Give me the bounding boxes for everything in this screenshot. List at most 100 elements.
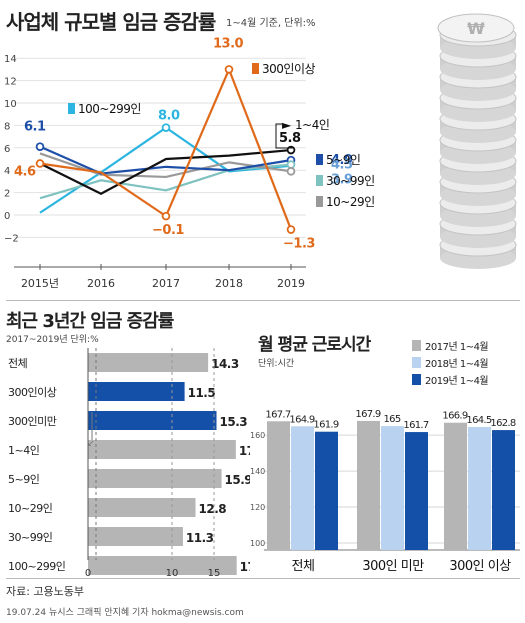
legend-swatch [316, 154, 323, 165]
value-label: 5.8 [279, 131, 301, 146]
source-note: 자료: 고용노동부 [6, 585, 85, 598]
point-marker [161, 211, 171, 221]
series-line-5 [39, 152, 292, 179]
bar-chart-subtitle: 2017~2019년 단위:% [6, 335, 99, 345]
won-symbol-icon: ₩ [467, 19, 485, 38]
series-line-2 [39, 148, 292, 195]
bar-chart-title: 최근 3년간 임금 증감률 [6, 311, 174, 332]
column-value-label: 164.9 [289, 414, 314, 425]
bar-category-label: 100~299인 [8, 560, 65, 573]
wage-change-line-chart: 14 12 10 8 6 4 2 0 −2 2015년 2016 2017 2018 2019 4.6 −0.… [4, 36, 375, 290]
point-marker [286, 160, 296, 169]
bar-x-tick-label: 15 [208, 568, 221, 579]
bar-category-label: 1~4인 [8, 444, 39, 457]
legend-swatch [68, 103, 75, 114]
x-tick-label: 2017 [152, 277, 180, 290]
bar-value-label: 15.3 [220, 415, 248, 429]
bar-category-label: 5~9인 [8, 473, 39, 486]
bar-value-label: 15.9 [225, 473, 250, 487]
work-hours-column-chart: 2017년 1~4월 2018년 1~4월 2019년 1~4월 160 140 120 1… [250, 340, 520, 574]
column-bar [291, 426, 314, 550]
bar-category-label: 30~99인 [8, 531, 52, 544]
section-divider [6, 300, 520, 301]
legend-swatch [252, 63, 259, 74]
legend-leader [275, 123, 294, 149]
coin-stack-illustration: ₩ [437, 13, 517, 269]
hours-chart-title: 월 평균 근로시간 [258, 335, 371, 355]
legend-label: 10~29인 [326, 195, 375, 209]
y-tick-label: 8 [4, 121, 10, 132]
value-label: 3.9 [331, 172, 353, 187]
legend-swatch [412, 340, 421, 351]
column-bar [357, 420, 380, 550]
bar-value-label: 17.7 [240, 560, 250, 574]
bar-value-label: 17.6 [239, 444, 250, 458]
bar-value-label: 11.5 [188, 386, 216, 400]
y-tick-label: 12 [4, 77, 17, 88]
legend-swatch [412, 374, 421, 385]
y-tick-label: 14 [4, 54, 17, 65]
y-tick-label: 140 [250, 467, 265, 476]
y-tick-label: 100 [250, 539, 265, 548]
bar-category-label: 300인미만 [8, 415, 57, 428]
bar [88, 440, 236, 459]
column-category-label: 300인 미만 [362, 559, 424, 574]
column-value-label: 167.9 [355, 409, 380, 420]
column-bar [444, 422, 467, 550]
y-tick-label: 6 [4, 144, 10, 155]
bar [88, 498, 196, 517]
column-value-label: 167.7 [265, 409, 290, 420]
value-label: −0.1 [152, 223, 184, 238]
recent-wage-bar-chart: 전체 14.3 300인이상 11.5 300인미만 15.3 1~4인 17.6 5~9인 15… [8, 348, 250, 579]
legend-label: 2018년 1~4월 [425, 358, 488, 370]
line-chart-title: 사업체 규모별 임금 증감률 [6, 10, 216, 34]
column-bar [492, 430, 515, 550]
column-bar [405, 432, 428, 550]
legend-arrow-icon: ► [282, 118, 292, 132]
bar-value-label: 14.3 [211, 357, 239, 371]
series-line-0 [39, 66, 293, 230]
hours-chart-subtitle: 단위:시간 [258, 359, 295, 369]
point-marker [224, 65, 234, 74]
series-line-3 [39, 145, 292, 175]
bar-category-label: 전체 [8, 357, 27, 370]
value-label: 13.0 [213, 36, 244, 51]
point-marker [35, 159, 45, 168]
legend-label: 300인이상 [262, 62, 315, 76]
column-bar [315, 431, 338, 550]
bar [88, 353, 209, 372]
series-line-4 [39, 163, 292, 200]
value-label: 4.9 [331, 153, 353, 168]
point-marker [286, 167, 296, 176]
legend-label: 5~9인 [326, 153, 360, 167]
legend-label: 1~4인 [295, 118, 329, 132]
point-marker [161, 123, 171, 132]
y-tick-label: 2 [4, 189, 10, 200]
value-label: −1.3 [283, 237, 315, 252]
bar [88, 556, 237, 575]
x-tick-label: 2016 [87, 277, 115, 290]
value-label: 4.6 [14, 164, 36, 179]
point-marker [35, 142, 45, 151]
value-label: 4.5 [331, 158, 353, 173]
bar-x-tick-label: 0 [85, 568, 91, 579]
footer-divider [6, 578, 520, 579]
column-bar [381, 426, 404, 550]
column-category-label: 전체 [292, 559, 315, 574]
y-tick-label: 10 [4, 99, 17, 110]
coin-face [437, 13, 515, 43]
y-tick-label: 4 [4, 166, 10, 177]
column-value-label: 164.5 [466, 415, 491, 426]
legend-label: 100~299인 [78, 102, 141, 116]
bar [88, 411, 217, 430]
bar [88, 469, 222, 488]
x-tick-label: 2019 [277, 277, 305, 290]
column-category-label: 300인 이상 [449, 559, 511, 574]
column-value-label: 162.8 [490, 418, 515, 429]
legend-swatch [412, 357, 421, 368]
legend-swatch [316, 175, 323, 186]
column-value-label: 166.9 [442, 411, 467, 422]
bar-category-label: 10~29인 [8, 502, 52, 515]
point-marker [286, 225, 296, 234]
bar [88, 382, 185, 401]
